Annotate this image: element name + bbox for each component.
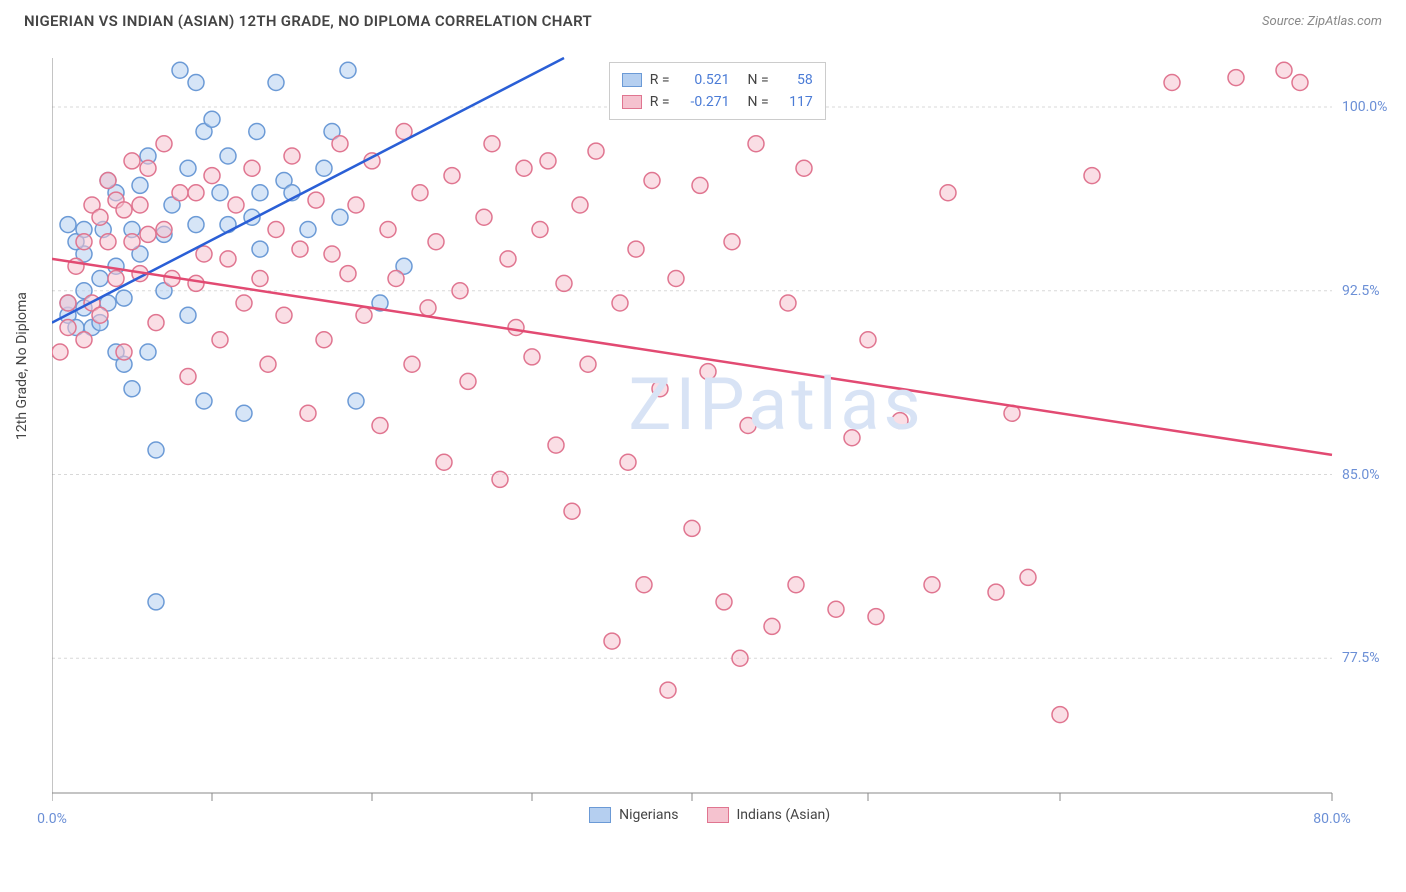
legend-item: Nigerians [589, 807, 678, 823]
y-axis-label: 12th Grade, No Diploma [14, 292, 30, 440]
source-label: Source: ZipAtlas.com [1262, 14, 1382, 29]
n-value: 117 [777, 91, 813, 113]
r-value: 0.521 [678, 69, 730, 91]
legend-item: Indians (Asian) [707, 807, 831, 823]
chart-area: ZIPatlas R =0.521N =58R =-0.271N =117 Ni… [52, 48, 1362, 833]
legend-swatch [622, 73, 642, 87]
legend-row: R = 0.521 N = 58 [622, 69, 813, 91]
x-tick-label: 0.0% [37, 811, 67, 888]
legend-swatch [622, 95, 642, 109]
legend-swatch [707, 807, 729, 823]
r-label: R = [650, 91, 670, 113]
legend-swatch [589, 807, 611, 823]
r-value: -0.271 [678, 91, 730, 113]
y-tick-label: 100.0% [1342, 99, 1398, 115]
x-tick-label: 80.0% [1313, 811, 1351, 888]
n-label: N = [748, 91, 769, 113]
correlation-legend: R = 0.521 N = 58 R = -0.271 N = 117 [609, 62, 826, 120]
scatter-plot [52, 48, 1362, 833]
legend-label: Indians (Asian) [737, 807, 831, 823]
series-legend: Nigerians Indians (Asian) [589, 807, 830, 823]
n-value: 58 [777, 69, 813, 91]
y-tick-label: 77.5% [1342, 650, 1398, 666]
chart-title: NIGERIAN VS INDIAN (ASIAN) 12TH GRADE, N… [24, 12, 592, 30]
y-tick-label: 85.0% [1342, 467, 1398, 483]
legend-label: Nigerians [619, 807, 678, 823]
legend-row: R = -0.271 N = 117 [622, 91, 813, 113]
y-tick-label: 92.5% [1342, 283, 1398, 299]
r-label: R = [650, 69, 670, 91]
n-label: N = [748, 69, 769, 91]
